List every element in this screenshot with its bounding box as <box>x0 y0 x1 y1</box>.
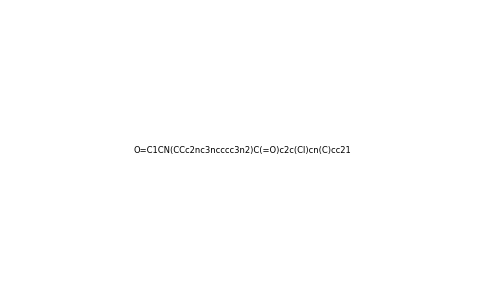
Text: O=C1CN(CCc2nc3ncccc3n2)C(=O)c2c(Cl)cn(C)cc21: O=C1CN(CCc2nc3ncccc3n2)C(=O)c2c(Cl)cn(C)… <box>133 146 351 154</box>
